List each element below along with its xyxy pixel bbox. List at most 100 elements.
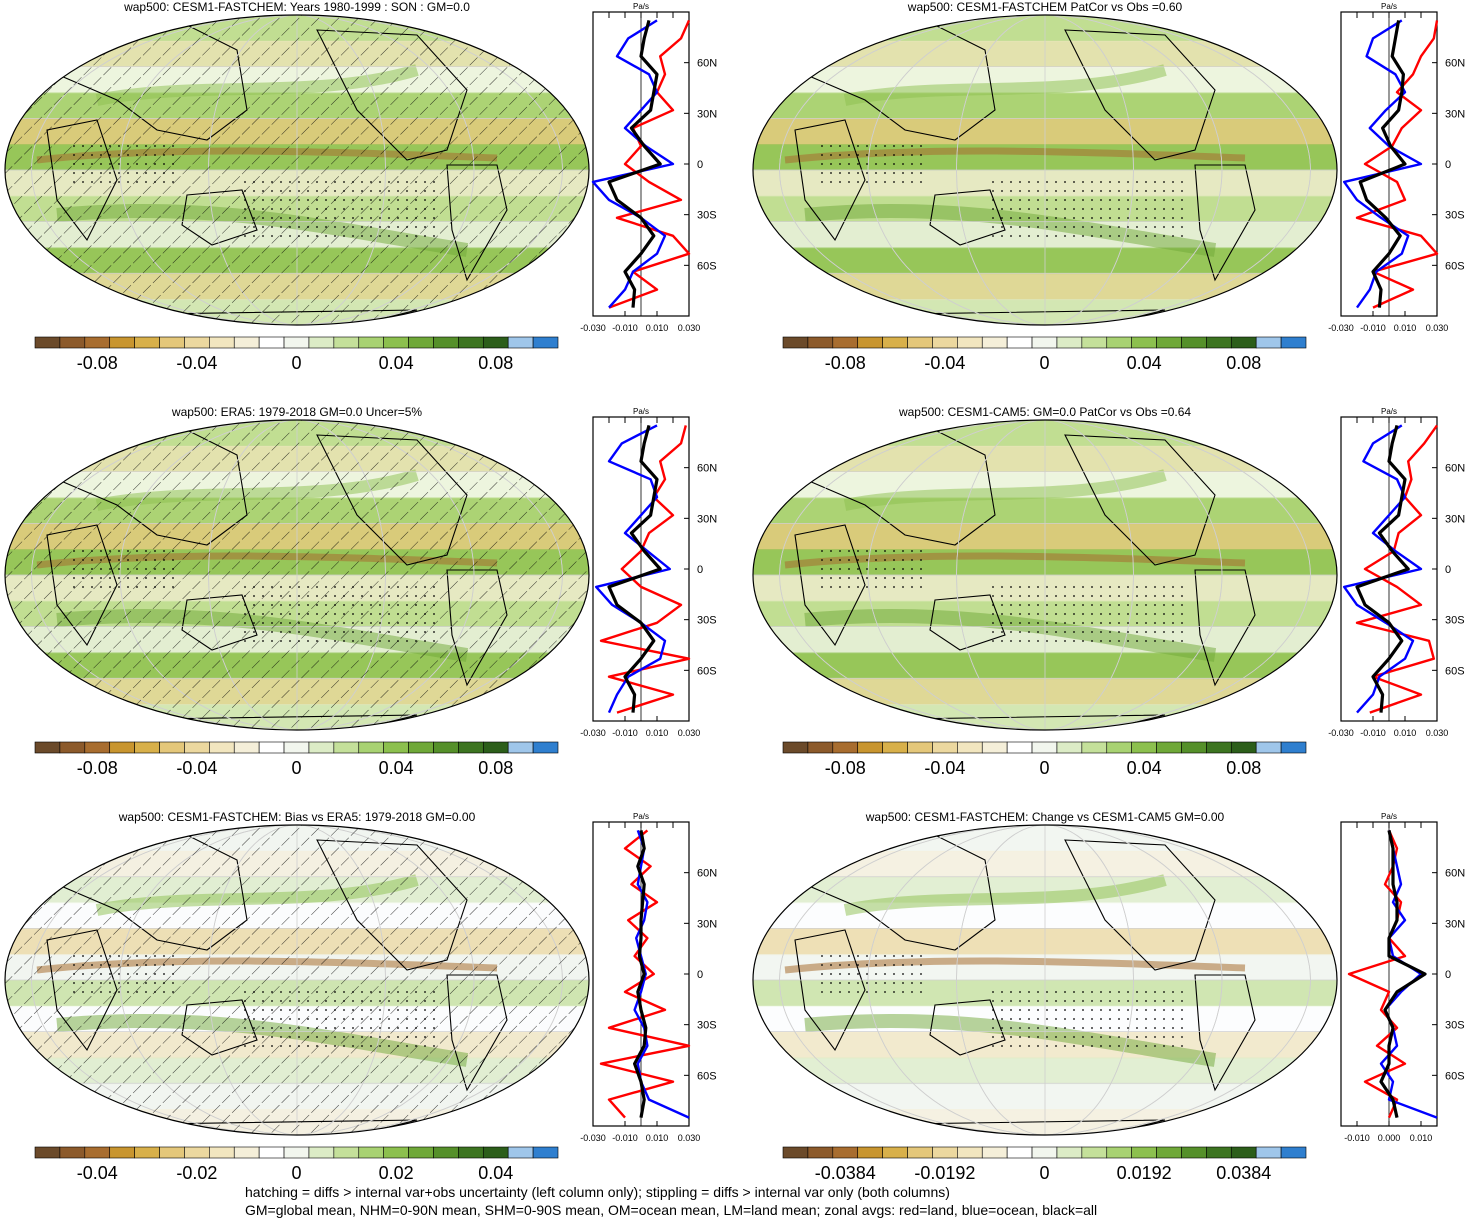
colorbar-swatch [458, 741, 484, 754]
panel-4: -0.08 -0.04 0 0.04 0.08 Pa/s 60N 30N 0 30S 60S -0.0… [752, 407, 1465, 778]
colorbar-tick-label: 0 [1039, 1163, 1049, 1183]
colorbar-swatch [1255, 741, 1282, 754]
colorbar-swatch [932, 741, 958, 754]
colorbar-swatch [532, 741, 559, 754]
lat-tick-label: 30N [1445, 918, 1465, 930]
colorbar-tick-label: 0.0384 [1216, 1163, 1271, 1183]
colorbar-swatch [1106, 1146, 1132, 1159]
colorbar-swatch [1106, 336, 1132, 349]
colorbar-swatch [1056, 741, 1083, 754]
zonal-line-ocean [1343, 19, 1423, 309]
zonal-line-land [1355, 20, 1439, 309]
colorbar-swatch [507, 741, 534, 754]
zonal-x-tick-label: 0.010 [646, 728, 669, 738]
colorbar-swatch [981, 741, 1008, 754]
map-field [753, 825, 1337, 1135]
colorbar-swatch [34, 1146, 61, 1159]
colorbar-tick-label: 0.04 [478, 1163, 513, 1183]
colorbar-swatch [807, 741, 834, 754]
lat-tick-label: 0 [697, 564, 703, 576]
colorbar-swatch [184, 336, 210, 349]
colorbar-swatch [1081, 1146, 1108, 1159]
colorbar-swatch [782, 741, 809, 754]
colorbar-swatch [433, 1146, 459, 1159]
zonal-x-tick-label: 0.000 [1378, 1133, 1401, 1143]
colorbar-swatch [1081, 336, 1108, 349]
colorbar-swatch [134, 741, 160, 754]
zonal-unit-label: Pa/s [1381, 407, 1397, 416]
colorbar-swatch [882, 1146, 908, 1159]
colorbar-swatch [233, 741, 260, 754]
colorbar-swatch [1255, 1146, 1282, 1159]
colorbar-swatch [358, 336, 384, 349]
colorbar-swatch [59, 336, 86, 349]
map-title: wap500: CESM1-FASTCHEM: Bias vs ERA5: 19… [118, 810, 476, 824]
colorbar-swatch [1131, 1146, 1157, 1159]
colorbar-swatch [333, 336, 360, 349]
zonal-x-tick-label: 0.010 [646, 323, 669, 333]
colorbar-swatch [433, 336, 459, 349]
colorbar-tick-label: -0.02 [176, 1163, 217, 1183]
lat-tick-label: 60N [697, 868, 717, 880]
colorbar-swatch [907, 336, 933, 349]
colorbar-swatch [907, 1146, 933, 1159]
panel-3: -0.08 -0.04 0 0.04 0.08 Pa/s 60N 30N 0 30S 60S -0.0… [4, 407, 717, 778]
colorbar-swatch [383, 741, 409, 754]
colorbar-tick-label: -0.04 [176, 353, 217, 373]
zonal-x-tick-label: 0.030 [678, 728, 701, 738]
lat-tick-label: 60S [1445, 1070, 1465, 1082]
colorbar-swatch [1181, 336, 1207, 349]
colorbar-swatch [832, 336, 859, 349]
lat-tick-label: 60N [1445, 58, 1465, 70]
zonal-line-all [633, 830, 648, 1118]
map-title: wap500: CESM1-CAM5: GM=0.0 PatCor vs Obs… [898, 405, 1192, 419]
lat-tick-label: 30S [697, 210, 717, 222]
colorbar-swatch [807, 336, 834, 349]
colorbar-swatch [507, 1146, 534, 1159]
colorbar-swatch [34, 336, 61, 349]
colorbar-swatch [233, 336, 260, 349]
map-title: wap500: ERA5: 1979-2018 GM=0.0 Uncer=5% [171, 405, 423, 419]
colorbar-swatch [1131, 336, 1157, 349]
zonal-x-tick-label: 0.030 [678, 1133, 701, 1143]
zonal-x-tick-label: 0.030 [678, 323, 701, 333]
colorbar-swatch [383, 1146, 409, 1159]
zonal-line-all [1379, 830, 1427, 1118]
zonal-unit-label: Pa/s [1381, 2, 1397, 11]
zonal-x-tick-label: 0.030 [1426, 728, 1449, 738]
map-field [5, 15, 589, 325]
colorbar-swatch [458, 1146, 484, 1159]
zonal-x-tick-label: -0.010 [1360, 728, 1386, 738]
map-field [5, 420, 589, 730]
colorbar-swatch [1230, 741, 1257, 754]
colorbar-tick-label: 0 [1039, 758, 1049, 778]
panel-2: -0.08 -0.04 0 0.04 0.08 Pa/s 60N 30N 0 30S 60S -0.0… [752, 2, 1465, 373]
lat-tick-label: 0 [697, 159, 703, 171]
colorbar-swatch [283, 336, 310, 349]
colorbar-swatch [832, 741, 859, 754]
colorbar-swatch [109, 336, 135, 349]
colorbar-tick-label: 0 [291, 758, 301, 778]
colorbar-swatch [907, 741, 933, 754]
colorbar-swatch [957, 1146, 983, 1159]
panel-1: -0.08 -0.04 0 0.04 0.08 Pa/s 60N 30N 0 30S 60S -0.0… [4, 2, 717, 373]
colorbar-swatch [1230, 1146, 1257, 1159]
colorbar-tick-label: 0.02 [379, 1163, 414, 1183]
colorbar-swatch [782, 1146, 809, 1159]
colorbar-swatch [482, 1146, 509, 1159]
zonal-line-ocean [595, 424, 671, 714]
colorbar-swatch [482, 741, 509, 754]
colorbar-swatch [832, 1146, 859, 1159]
colorbar-swatch [1006, 741, 1033, 754]
colorbar-swatch [159, 741, 185, 754]
colorbar-swatch [59, 741, 86, 754]
zonal-line-all [1358, 20, 1407, 308]
lat-tick-label: 60S [1445, 665, 1465, 677]
colorbar-swatch [1056, 336, 1083, 349]
colorbar-swatch [333, 741, 360, 754]
colorbar-swatch [1206, 741, 1232, 754]
colorbar-tick-label: -0.0192 [914, 1163, 975, 1183]
colorbar-swatch [1181, 1146, 1207, 1159]
colorbar-swatch [134, 1146, 160, 1159]
zonal-x-tick-label: -0.010 [612, 323, 638, 333]
